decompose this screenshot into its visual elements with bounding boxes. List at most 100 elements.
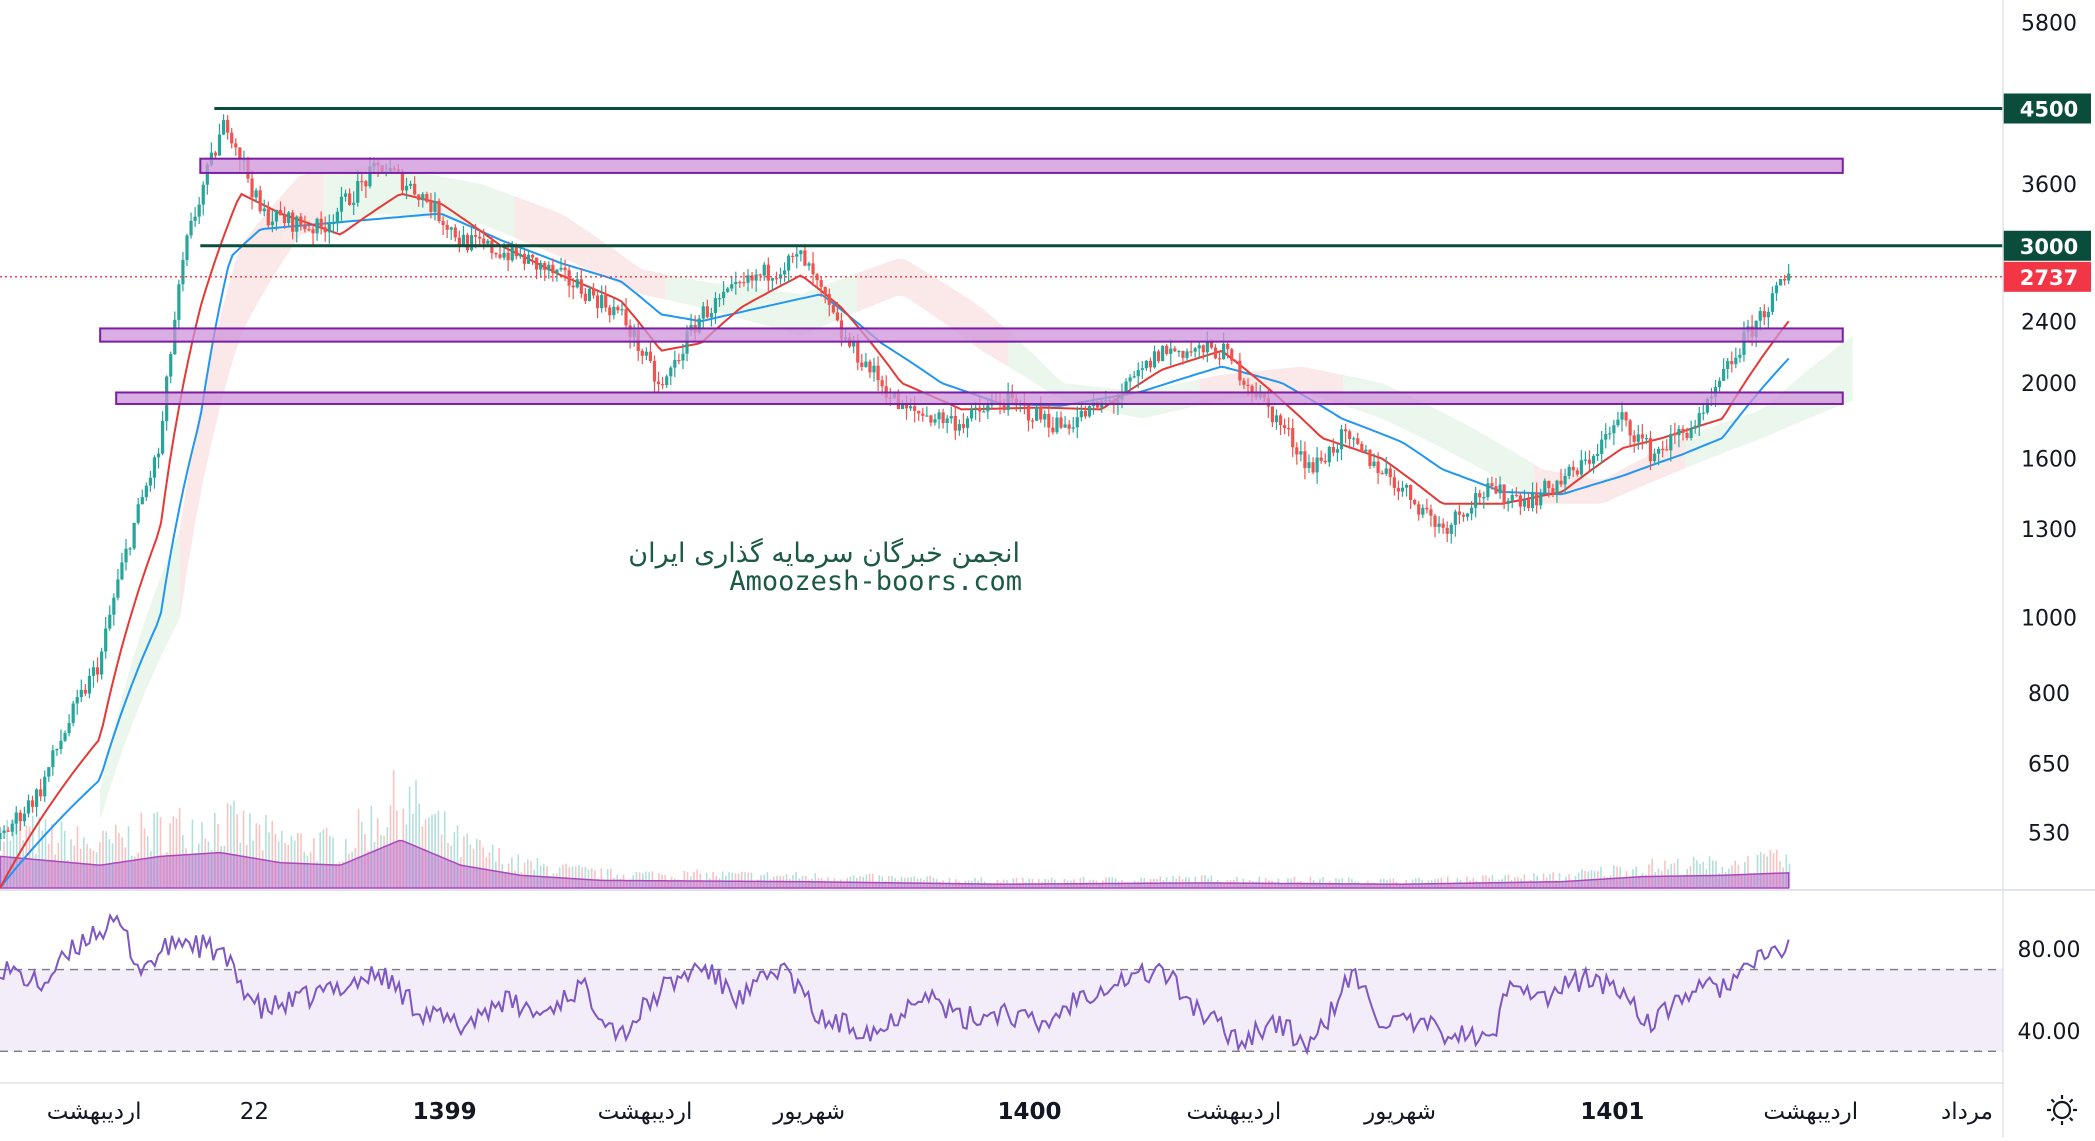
cloud-segment [211,319,220,443]
volume-bar [313,838,315,888]
candle-body [986,405,990,412]
candle-body [156,453,161,458]
candle-body [1437,523,1441,527]
volume-bar [1466,876,1468,888]
candle-body [71,703,75,724]
candle-body [1482,497,1486,499]
volume-bar [980,877,983,888]
candle-body [762,264,766,276]
volume-bar [233,800,235,888]
cloud-segment [1741,414,1750,447]
volume-bar [750,872,753,888]
candle-body [1555,480,1559,494]
cloud-segment [769,290,778,329]
volume-bar [242,810,245,888]
candle-body [600,295,604,309]
candle-body [55,748,59,751]
candle-body [1380,473,1384,475]
candle-body [982,411,986,413]
volume-bar [118,833,120,888]
volume-bar [536,858,539,888]
cloud-segment [1757,407,1766,441]
candle-body [1510,494,1514,501]
candle-body [1783,278,1787,281]
volume-bar [265,815,267,888]
volume-bar [431,814,433,888]
price-tick-label: 800 [2028,682,2070,707]
cloud-segment [132,635,140,725]
cloud-segment [1565,473,1574,504]
candle-body [1535,492,1539,506]
candle-body [39,789,43,797]
candle-body [652,360,657,382]
volume-bar [1696,860,1698,888]
candle-body [408,183,413,186]
candle-body [1319,457,1323,461]
candle-body [620,309,624,311]
cloud-segment [1279,367,1288,395]
candle-body [189,220,193,236]
volume-bar [1178,875,1181,888]
volume-bar [156,811,159,888]
candle-body [571,285,575,288]
candle-body [604,295,608,308]
volume-bar [926,876,928,888]
volume-bar [1542,873,1545,888]
candle-body [1274,415,1279,423]
price-tick-label: 2400 [2021,310,2077,335]
sun-icon-ray [2050,1098,2055,1103]
volume-bar [1549,874,1551,888]
candle-body [1356,438,1360,444]
candle-body [933,419,937,423]
candle-body [1620,412,1624,420]
candle-body [1677,428,1681,436]
cloud-segment [108,719,117,794]
candle-body [339,196,344,212]
volume-bar [683,870,686,888]
cloud-segment [1733,416,1742,450]
candle-body [1039,407,1043,420]
candle-body [506,252,510,261]
candle-body [1409,484,1413,500]
candle-body [929,415,933,423]
candle-body [51,750,55,768]
candle-body [14,812,18,824]
volume-bar [594,870,596,888]
volume-bar [747,872,750,888]
candle-body [148,477,153,486]
sun-icon [2052,1100,2072,1120]
cloud-segment [466,181,475,224]
candle-body [1778,278,1783,286]
candle-body [1197,345,1201,349]
volume-bar [159,817,162,888]
candle-body [795,254,799,257]
candle-body [319,218,323,228]
cloud-segment [1518,454,1527,495]
cloud-segment [785,292,794,334]
volume-bar [1485,875,1487,888]
price-badge-label: 4500 [2020,97,2078,121]
volume-bar [712,871,714,888]
settings-button[interactable] [2047,1095,2077,1125]
candle-body [1222,343,1226,360]
candle-body [1701,412,1705,414]
time-tick-label: 1399 [413,1099,477,1125]
candle-body [1026,405,1031,421]
candle-body [1071,427,1075,429]
time-tick-label: شهریور [1363,1099,1436,1125]
volume-bar [1440,877,1443,888]
last-price-badge-bg [2003,261,2091,292]
candle-body [1335,449,1340,453]
candle-body [1193,348,1197,352]
candle-body [1453,511,1457,525]
volume-bar [728,872,730,888]
cloud-segment [809,288,818,333]
candle-body [1575,470,1579,475]
cloud-segment [1589,478,1598,504]
volume-bar [255,823,258,888]
cloud-segment [179,477,188,619]
cloud-segment [649,270,658,298]
candle-body [1299,451,1303,455]
